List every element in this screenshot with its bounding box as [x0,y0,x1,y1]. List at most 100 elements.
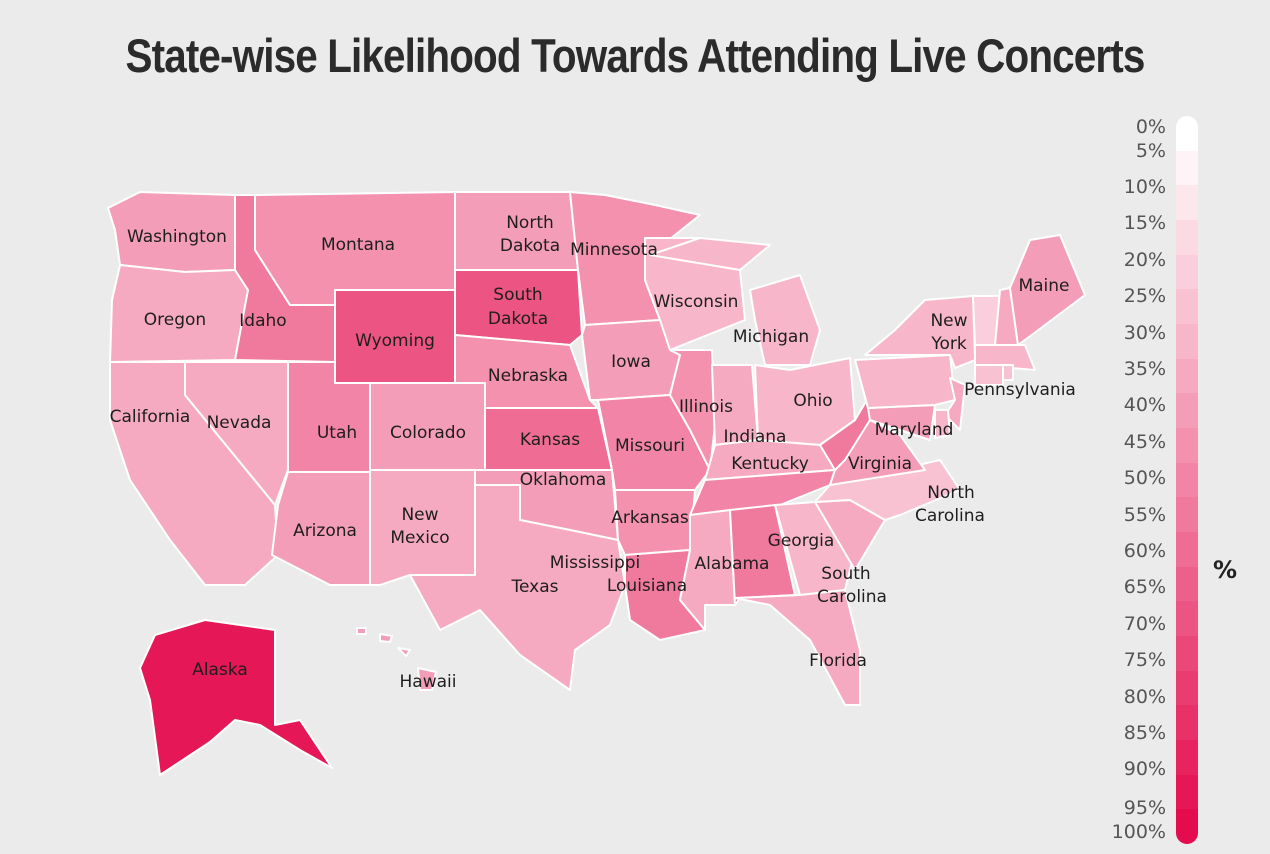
state-shape[interactable] [417,667,437,691]
legend-tick-label: 95% [1123,797,1166,819]
legend-tick-label: 60% [1123,540,1166,562]
state-shape[interactable] [356,627,367,635]
legend-swatch [1176,705,1198,741]
legend-swatch [1176,116,1198,151]
state-shape[interactable] [669,349,716,471]
state-shape[interactable] [1002,364,1014,381]
legend-tick-label: 10% [1123,176,1166,198]
state-label: Montana [321,235,395,255]
state-label: Michigan [733,327,809,347]
legend-swatch [1176,670,1198,706]
state-label: Texas [511,577,559,597]
chart-title: State-wise Likelihood Towards Attending … [125,29,1146,82]
legend-swatch [1176,809,1198,844]
state-label: North [506,213,554,233]
state-shape[interactable] [974,344,1036,371]
state-label: Hawaii [400,672,457,692]
state-florida[interactable] [734,589,861,706]
legend-tick-label: 20% [1123,248,1166,271]
state-rhode-island[interactable] [1002,364,1014,381]
legend-swatch [1176,289,1198,325]
state-label: Indiana [724,427,787,447]
state-label: Carolina [817,587,887,607]
state-label: Dakota [500,236,560,256]
state-new-jersey[interactable] [944,377,966,431]
state-label: Kentucky [731,454,809,474]
legend-tick-label: 100% [1111,821,1166,843]
state-connecticut[interactable] [974,364,1004,386]
state-nevada[interactable] [184,361,289,506]
legend-tick-label: 80% [1123,685,1166,708]
legend-tick-label: 90% [1123,758,1166,781]
state-label: New [930,311,967,331]
state-hawaii[interactable] [356,627,437,691]
state-label: South [493,285,542,305]
state-shape[interactable] [649,237,771,271]
state-label: Pennsylvania [964,380,1076,400]
state-label: Washington [127,227,227,247]
state-label: Kansas [520,430,580,450]
state-shape[interactable] [379,633,393,643]
state-texas[interactable] [409,484,626,691]
legend-tick-label: 45% [1123,430,1166,453]
state-label: Arkansas [611,508,689,528]
state-shape[interactable] [184,361,289,506]
legend-tick-label: 5% [1135,140,1166,162]
state-label: Alabama [695,554,770,574]
state-shape[interactable] [734,589,861,706]
state-label: Louisiana [607,576,687,596]
state-label: Colorado [390,423,466,443]
legend-tick-label: 70% [1123,612,1166,635]
state-label: Wisconsin [654,292,739,312]
state-label: Alaska [192,660,248,680]
state-label: Virginia [848,454,912,474]
state-shape[interactable] [749,274,821,366]
state-massachusetts[interactable] [974,344,1036,371]
legend-swatch [1176,774,1198,810]
state-alaska[interactable] [139,619,333,776]
state-pennsylvania[interactable] [854,354,956,409]
state-shape[interactable] [814,459,961,521]
color-legend-bar [1176,116,1198,844]
state-shape[interactable] [689,469,836,516]
state-label: Maryland [875,420,954,440]
state-label: York [930,334,967,354]
legend-swatch [1176,393,1198,429]
state-michigan[interactable] [649,237,821,366]
legend-tick-label: 55% [1123,503,1166,526]
legend-swatch [1176,254,1198,290]
state-label: Minnesota [570,240,658,260]
state-shape[interactable] [974,364,1004,386]
state-shape[interactable] [454,269,583,346]
legend-tick-label: 15% [1123,212,1166,235]
state-label: Iowa [611,352,651,372]
state-shape[interactable] [934,409,951,439]
state-label: New [401,505,438,525]
legend-swatch [1176,497,1198,533]
state-label: Georgia [768,531,835,551]
legend-swatch [1176,324,1198,359]
legend-swatch [1176,636,1198,671]
state-shape[interactable] [139,619,333,776]
state-delaware[interactable] [934,409,951,439]
legend-tick-label: 50% [1123,467,1166,490]
state-shape[interactable] [409,484,626,691]
state-label: Nevada [207,413,272,433]
legend-swatch [1176,150,1198,186]
state-shape[interactable] [854,354,956,409]
state-shape[interactable] [944,377,966,431]
state-south-dakota[interactable] [454,269,583,346]
state-illinois[interactable] [669,349,716,471]
legend-swatch [1176,462,1198,498]
state-label: Mexico [390,528,449,548]
state-label: Arizona [293,521,357,541]
state-georgia[interactable] [774,501,856,596]
state-shape[interactable] [774,501,856,596]
state-shape[interactable] [397,647,411,657]
state-north-carolina[interactable] [814,459,961,521]
state-label: Illinois [679,397,733,417]
legend-swatch [1176,358,1198,394]
legend-unit-label: % [1213,556,1238,584]
state-tennessee[interactable] [689,469,836,516]
